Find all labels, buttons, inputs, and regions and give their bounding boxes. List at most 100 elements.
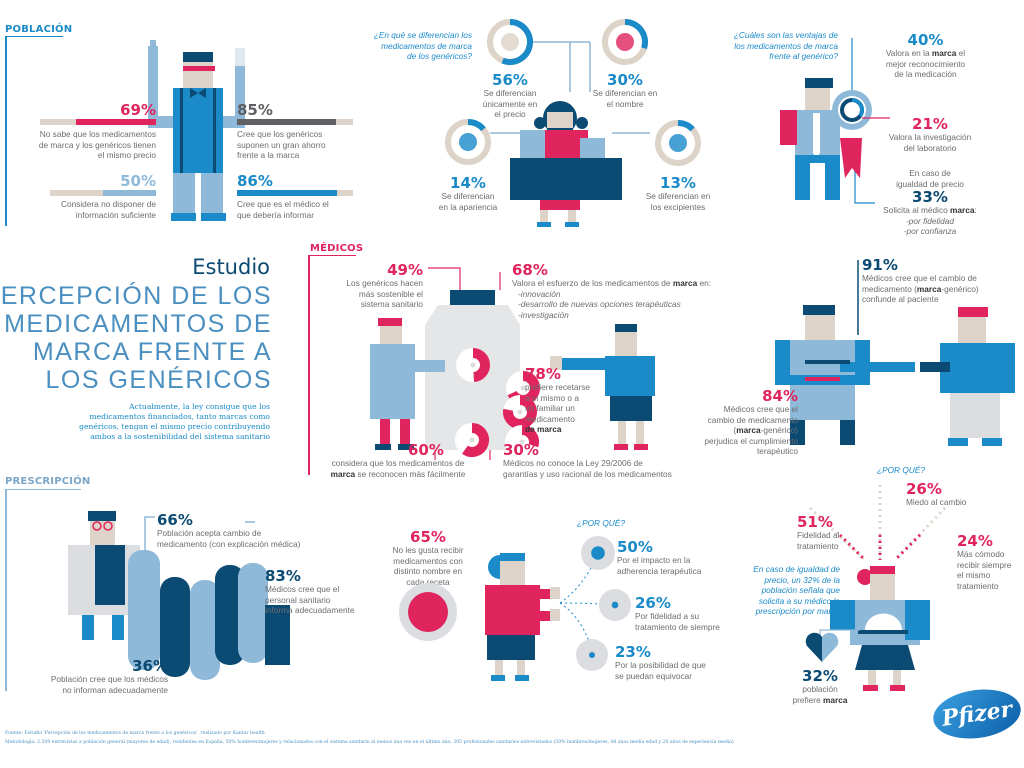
list-item: -investigación <box>518 309 569 320</box>
pct: 26% <box>906 480 942 498</box>
title-line: MEDICAMENTOS DE <box>4 310 272 338</box>
preferencia-note: En caso de igualdad de precio, un 32% de … <box>730 564 840 617</box>
text-line: frente a la marca <box>237 150 300 160</box>
text-line: a sí mismo o a <box>525 392 579 403</box>
text-line: únicamente en <box>482 98 538 109</box>
divider <box>5 36 63 37</box>
divider <box>5 489 81 490</box>
pie-slice <box>462 423 489 457</box>
difference-donuts <box>445 19 701 166</box>
text-line: tratamiento de siempre <box>635 621 720 632</box>
section-label-prescripcion: PRESCRIPCIÓN <box>5 476 91 487</box>
text-line: población <box>802 684 838 694</box>
pct: 56% <box>492 71 528 89</box>
text-line: Cree que los genéricos <box>237 129 323 139</box>
text-line: Más cómodo <box>957 549 1005 559</box>
pref-24: 24% Más cómodo recibir siempre el mismo tra… <box>957 533 1023 591</box>
reason-dot <box>611 601 619 609</box>
ventaja-21: 21% Valora la investigación del laborator… <box>880 116 980 153</box>
precio-note: En caso de igualdad de precio 33% Solicit… <box>880 168 980 237</box>
donut-value-arc <box>467 119 486 132</box>
text-line: que debería informar <box>237 209 315 220</box>
pct: 78% <box>525 365 561 383</box>
text-line: No les gusta recibir <box>392 545 464 555</box>
text-line: genéricos, tengan el mismo precio contri… <box>79 422 270 431</box>
heart-icon <box>805 632 839 662</box>
text-line: el nombre <box>606 98 644 109</box>
medicos-68: 68% Valora el esfuerzo de los medicament… <box>512 262 742 320</box>
text-line: En caso de <box>909 168 951 178</box>
text-line: perjudica el cumplimiento <box>704 435 798 446</box>
page-title: PERCEPCIÓN DE LOS MEDICAMENTOS DE MARCA … <box>0 282 272 394</box>
text-line: Actualmente, la ley consigue que los <box>129 402 270 411</box>
text-line: Población acepta cambio de <box>157 528 262 538</box>
text-line: cambio de medicamento <box>707 414 798 425</box>
text-line: Considera no disponer de <box>60 199 156 209</box>
reason-23: 23% Por la posibilidad de que se puedan e… <box>615 644 735 681</box>
text-line: No sabe que los medicamentos <box>39 129 156 139</box>
text-line: de marca <box>525 424 562 434</box>
text-line: población señala que <box>761 585 840 595</box>
title-line: MARCA FRENTE A <box>32 338 272 366</box>
text-line: de la medicación <box>894 69 957 79</box>
pct: 50% <box>617 538 653 556</box>
medicine-jar-illustration <box>370 267 655 460</box>
pct: 32% <box>802 667 838 685</box>
pie-center <box>470 362 476 368</box>
text-line: -por confianza <box>903 226 957 236</box>
pct: 51% <box>797 513 833 531</box>
pct: 60% <box>408 441 444 459</box>
text-line: garantías y uso racional de los medicame… <box>503 468 672 479</box>
medicos-91: 91% Médicos cree que el cambio de medicam… <box>862 257 1012 305</box>
reason-dot <box>589 652 595 658</box>
stat-85-pct: 85% <box>237 101 273 119</box>
text-line: medicamentos de marca <box>381 40 472 51</box>
divider <box>308 255 356 256</box>
ventajas-question: ¿Cuáles son las ventajas de los medicamen… <box>705 30 838 62</box>
woman-with-tray-illustration <box>808 485 947 691</box>
text-line: suponen un gran ahorro <box>237 139 326 150</box>
text-line: Por la posibilidad de que <box>615 660 706 670</box>
text-line: igualdad de precio <box>896 178 964 189</box>
text-line: distinto nombre en <box>393 566 463 576</box>
progress-bar-fill <box>237 190 337 196</box>
footer: Fuente: Estudio 'Percepción de los medic… <box>5 729 925 747</box>
text-line: prefiere recetarse <box>525 382 591 392</box>
text-line: adherencia terapéutica <box>617 565 702 576</box>
text-line: los excipientes <box>650 201 706 212</box>
progress-bar-50 <box>50 190 156 196</box>
prescripcion-36: 36% Población cree que los médicos no inf… <box>20 658 168 695</box>
progress-bar-69 <box>40 119 156 125</box>
text-line: del laboratorio <box>903 142 957 153</box>
text-line: un familiar un <box>525 403 575 413</box>
pink-target-circle <box>399 583 457 641</box>
list-item: -desarrollo de nuevas opciones terapéuti… <box>518 299 681 309</box>
divider <box>5 489 7 691</box>
text-line: Médicos cree que el cambio de <box>862 273 977 283</box>
text-line: de los genéricos? <box>406 51 472 61</box>
diff-56: 56% Se diferencian únicamente en el precio <box>470 72 550 120</box>
text-line: medicamento <box>525 413 575 424</box>
text-line: medicamentos financiados, tanto marcas c… <box>89 412 270 421</box>
pct: 26% <box>635 594 671 612</box>
doctor-with-prescription-scroll-illustration <box>68 511 290 680</box>
text-line: en la apariencia <box>438 201 498 212</box>
text-line: ¿Cuáles son las ventajas de <box>733 30 838 40</box>
pct: 91% <box>862 256 898 274</box>
pct: 36% <box>132 657 168 675</box>
kicker: Estudio <box>192 255 270 279</box>
pref-51: 51% Fidelidad al tratamiento <box>797 514 867 551</box>
text-line: Fidelidad al <box>797 530 840 540</box>
pie-slice <box>503 395 537 429</box>
stat-69-text: No sabe que los medicamentos de marca y l… <box>12 129 156 161</box>
text-line: los medicamentos de marca <box>734 40 838 51</box>
pref-26: 26% Miedo al cambio <box>906 481 966 508</box>
progress-bar-fill <box>237 119 336 125</box>
text-line: más sostenible el <box>358 288 423 299</box>
prescripcion-66: 66% Población acepta cambio de medicament… <box>157 512 347 549</box>
pie-slice <box>472 348 490 382</box>
text-line: Cree que es el médico el <box>237 199 329 209</box>
pie-center <box>519 439 525 445</box>
text-line: frente al genérico? <box>769 51 838 61</box>
